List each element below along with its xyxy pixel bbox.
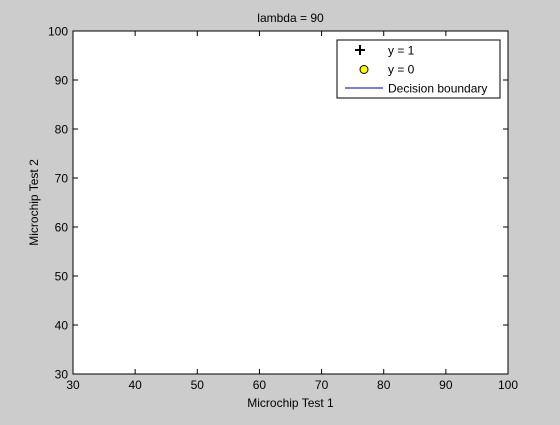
y-tick-label: 100 (48, 25, 68, 39)
x-tick-label: 40 (128, 378, 142, 392)
y-tick-label: 60 (55, 221, 69, 235)
x-axis-ticks: 30 40 50 60 70 80 90 100 (66, 31, 518, 392)
plus-marker-icon (355, 45, 365, 55)
y-tick-label: 40 (55, 319, 69, 333)
x-tick-label: 90 (439, 378, 453, 392)
x-axis-label: Microchip Test 1 (247, 396, 334, 410)
legend-item-y1: y = 1 (355, 44, 415, 58)
x-tick-label: 50 (191, 378, 205, 392)
legend-item-decision-boundary: Decision boundary (345, 82, 487, 96)
legend-item-y0: y = 0 (359, 63, 415, 77)
y-tick-label: 80 (55, 123, 69, 137)
y-axis-ticks: 30 40 50 60 70 80 90 100 (48, 25, 508, 382)
y-tick-label: 50 (55, 270, 69, 284)
y-axis-label: Microchip Test 2 (27, 159, 41, 246)
x-tick-label: 70 (315, 378, 329, 392)
legend-label-y1: y = 1 (388, 44, 415, 58)
x-tick-label: 100 (498, 378, 518, 392)
legend-label-y0: y = 0 (388, 63, 415, 77)
legend-label-decision-boundary: Decision boundary (388, 82, 487, 96)
x-tick-label: 60 (253, 378, 267, 392)
circle-marker-icon (359, 65, 369, 74)
x-tick-label: 30 (66, 378, 80, 392)
y-tick-label: 70 (55, 172, 69, 186)
x-tick-label: 80 (377, 378, 391, 392)
y-tick-label: 30 (55, 368, 69, 382)
chart-title: lambda = 90 (257, 11, 324, 25)
legend: y = 1 y = 0 Decision boundary (336, 39, 501, 99)
y-tick-label: 90 (55, 74, 69, 88)
